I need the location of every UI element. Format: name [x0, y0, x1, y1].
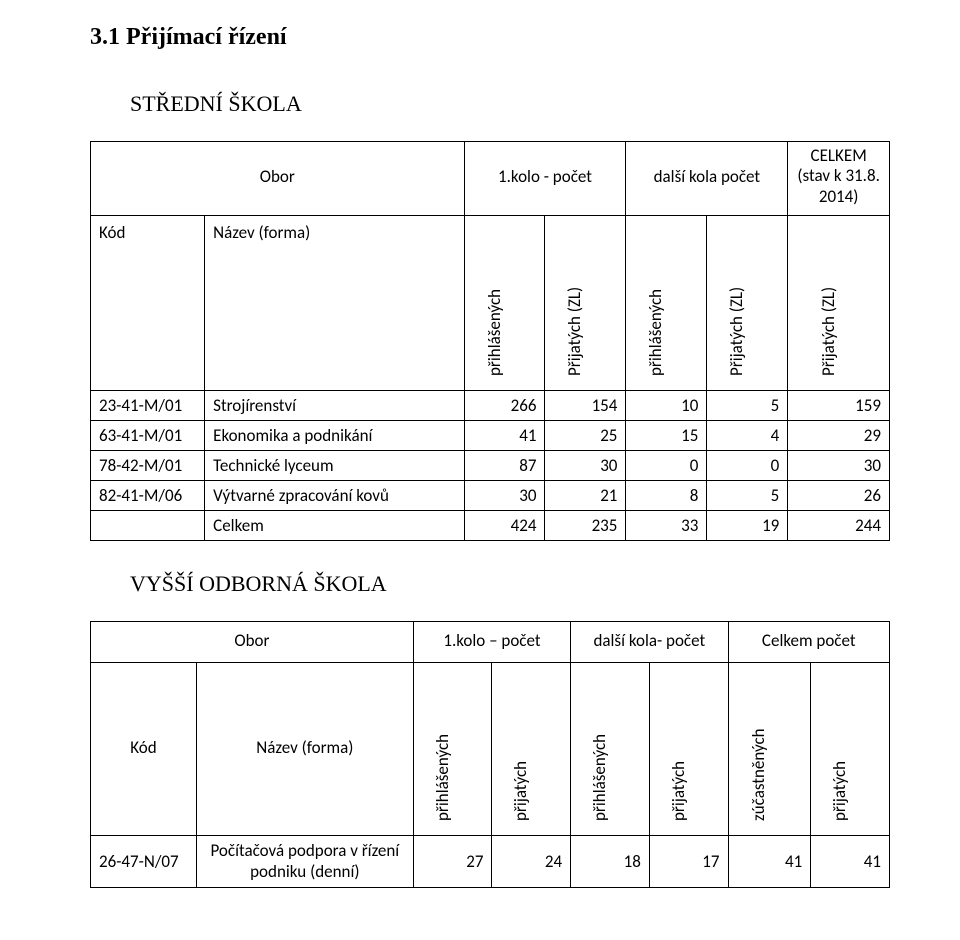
table-row: 23-41-M/01 Strojírenství 266 154 10 5 15… — [91, 391, 890, 421]
vtext: přihlášených — [589, 734, 610, 821]
cell: 21 — [545, 481, 626, 511]
cell: 41 — [728, 836, 811, 888]
block2-title: VYŠŠÍ ODBORNÁ ŠKOLA — [130, 571, 890, 597]
hdr-col-c3: přihlášených — [626, 216, 707, 391]
table-row: 63-41-M/01 Ekonomika a podnikání 41 25 1… — [91, 421, 890, 451]
cell: 29 — [788, 421, 890, 451]
hdr-kod: Kód — [91, 663, 197, 836]
hdr-kolo1: 1.kolo – počet — [413, 622, 570, 663]
vtext: přijatých — [668, 761, 689, 821]
cell: 15 — [626, 421, 707, 451]
hdr-col-c6: přijatých — [811, 663, 890, 836]
cell: 0 — [707, 451, 788, 481]
vtext: přihlášených — [432, 734, 453, 821]
hdr-dalsi: další kola- počet — [571, 622, 728, 663]
vtext: Přijatých (ZL) — [564, 287, 585, 376]
hdr-dalsi: další kola počet — [626, 142, 788, 216]
cell-name: Počítačová podpora v řízení podniku (den… — [196, 836, 413, 888]
hdr-col-c1: přihlášených — [464, 216, 545, 391]
hdr-nazev: Název (forma) — [196, 663, 413, 836]
table-row: 78-42-M/01 Technické lyceum 87 30 0 0 30 — [91, 451, 890, 481]
hdr-obor: Obor — [91, 622, 414, 663]
table-header-row-1: Obor 1.kolo - počet další kola počet CEL… — [91, 142, 890, 216]
document-page: 3.1 Přijímací řízení STŘEDNÍ ŠKOLA Obor … — [0, 0, 960, 928]
vtext: přijatých — [510, 761, 531, 821]
table-header-row-2: Kód Název (forma) přihlášených přijatých… — [91, 663, 890, 836]
cell: 154 — [545, 391, 626, 421]
vtext: přijatých — [829, 761, 850, 821]
cell-name-l1: Počítačová podpora v řízení — [210, 840, 399, 861]
hdr-col-c4: přijatých — [649, 663, 728, 836]
cell-code: 26-47-N/07 — [91, 836, 197, 888]
cell: 18 — [571, 836, 650, 888]
cell: 30 — [788, 451, 890, 481]
cell: 266 — [464, 391, 545, 421]
cell: 33 — [626, 511, 707, 541]
vtext: zúčastněných — [748, 729, 769, 822]
cell: 424 — [464, 511, 545, 541]
cell: 24 — [492, 836, 571, 888]
table-header-row-2: Kód Název (forma) přihlášených Přijatých… — [91, 216, 890, 391]
cell: 30 — [464, 481, 545, 511]
cell-code: 23-41-M/01 — [91, 391, 205, 421]
cell: 30 — [545, 451, 626, 481]
hdr-celkem: Celkem počet — [728, 622, 890, 663]
cell-name-l2: podniku (denní) — [250, 861, 359, 882]
table-header-row-1: Obor 1.kolo – počet další kola- počet Ce… — [91, 622, 890, 663]
section-heading: 3.1 Přijímací řízení — [90, 24, 890, 51]
cell: 244 — [788, 511, 890, 541]
cell: 26 — [788, 481, 890, 511]
hdr-col-c2: přijatých — [492, 663, 571, 836]
cell: 27 — [413, 836, 492, 888]
cell: 41 — [464, 421, 545, 451]
cell: 10 — [626, 391, 707, 421]
cell: 8 — [626, 481, 707, 511]
cell-name: Technické lyceum — [205, 451, 464, 481]
cell: 87 — [464, 451, 545, 481]
hdr-col-c4: Přijatých (ZL) — [707, 216, 788, 391]
table-row: 82-41-M/06 Výtvarné zpracování kovů 30 2… — [91, 481, 890, 511]
cell: 41 — [811, 836, 890, 888]
cell-name: Ekonomika a podnikání — [205, 421, 464, 451]
cell-code: 82-41-M/06 — [91, 481, 205, 511]
cell-name: Strojírenství — [205, 391, 464, 421]
hdr-col-c3: přihlášených — [571, 663, 650, 836]
hdr-obor: Obor — [91, 142, 465, 216]
vtext: přihlášených — [484, 289, 505, 376]
vtext: Přijatých (ZL) — [818, 287, 839, 376]
vtext: Přijatých (ZL) — [726, 287, 747, 376]
cell: 25 — [545, 421, 626, 451]
cell: 4 — [707, 421, 788, 451]
cell: 159 — [788, 391, 890, 421]
cell-code: 63-41-M/01 — [91, 421, 205, 451]
cell-total-label: Celkem — [205, 511, 464, 541]
hdr-col-c5: zúčastněných — [728, 663, 811, 836]
hdr-celkem-l2: (stav k 31.8. — [797, 165, 880, 186]
cell-name: Výtvarné zpracování kovů — [205, 481, 464, 511]
table-total-row: Celkem 424 235 33 19 244 — [91, 511, 890, 541]
cell: 5 — [707, 481, 788, 511]
hdr-nazev: Název (forma) — [205, 216, 464, 391]
cell: 17 — [649, 836, 728, 888]
cell: 19 — [707, 511, 788, 541]
hdr-col-c2: Přijatých (ZL) — [545, 216, 626, 391]
hdr-col-c1: přihlášených — [413, 663, 492, 836]
cell: 5 — [707, 391, 788, 421]
cell-code: 78-42-M/01 — [91, 451, 205, 481]
hdr-kod: Kód — [91, 216, 205, 391]
vtext: přihlášených — [645, 289, 666, 376]
hdr-kolo1: 1.kolo - počet — [464, 142, 626, 216]
cell: 235 — [545, 511, 626, 541]
block1-title: STŘEDNÍ ŠKOLA — [130, 91, 890, 117]
hdr-celkem-l1: CELKEM — [811, 145, 867, 166]
hdr-celkem-l3: 2014) — [819, 186, 859, 207]
table-vyssi-odborna: Obor 1.kolo – počet další kola- počet Ce… — [90, 621, 890, 888]
cell: 0 — [626, 451, 707, 481]
table-stredni-skola: Obor 1.kolo - počet další kola počet CEL… — [90, 141, 890, 541]
cell-code-empty — [91, 511, 205, 541]
hdr-col-c5: Přijatých (ZL) — [788, 216, 890, 391]
hdr-celkem: CELKEM (stav k 31.8. 2014) — [788, 142, 890, 216]
table-row: 26-47-N/07 Počítačová podpora v řízení p… — [91, 836, 890, 888]
